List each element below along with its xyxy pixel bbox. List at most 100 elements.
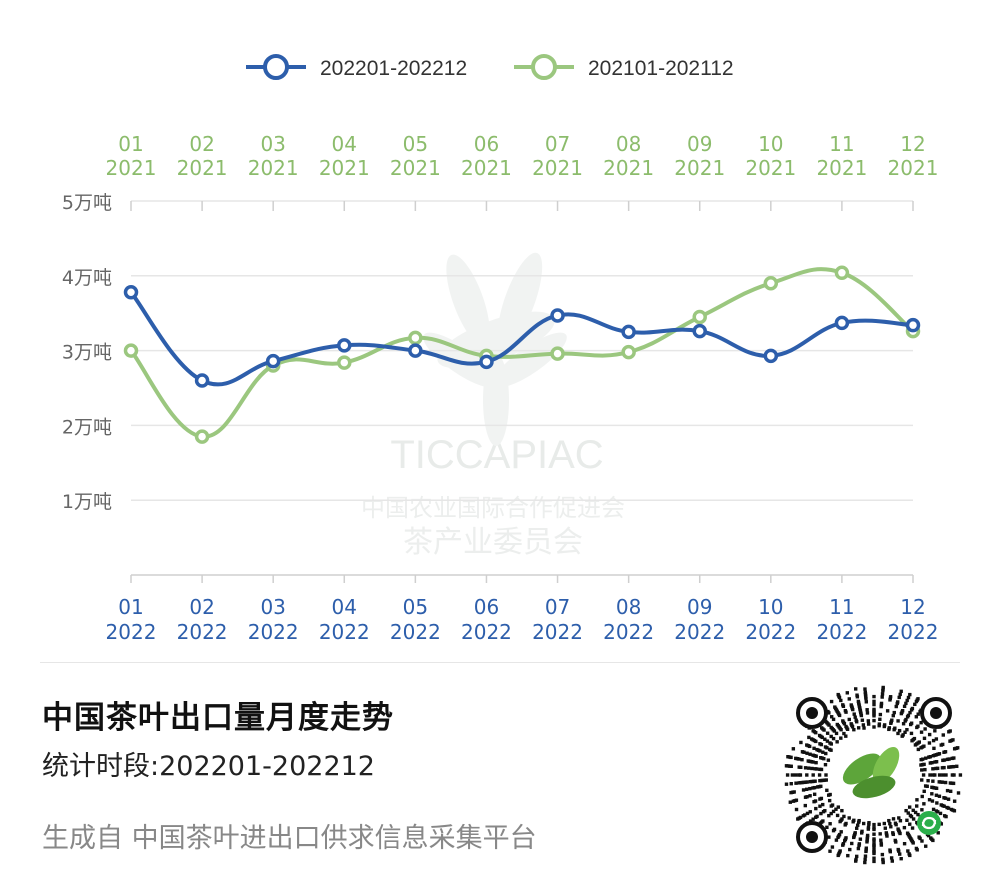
x-top-tick-label-year: 2021 bbox=[674, 156, 725, 180]
qr-dot bbox=[896, 700, 900, 704]
data-point bbox=[337, 338, 352, 353]
mini-program-qr-code[interactable] bbox=[782, 683, 966, 867]
qr-dot bbox=[805, 751, 809, 755]
qr-dot bbox=[908, 692, 912, 697]
qr-dot bbox=[933, 729, 937, 733]
qr-dot bbox=[825, 739, 830, 743]
qr-dot bbox=[818, 797, 822, 801]
qr-dot bbox=[920, 808, 924, 812]
qr-dot bbox=[835, 740, 839, 744]
qr-dot bbox=[856, 820, 861, 824]
qr-dot bbox=[796, 817, 800, 821]
qr-dot bbox=[821, 802, 825, 807]
qr-dot bbox=[922, 736, 927, 741]
qr-dot bbox=[872, 838, 876, 843]
qr-dot bbox=[908, 710, 912, 715]
qr-dot bbox=[839, 698, 843, 703]
qr-dot bbox=[881, 685, 885, 690]
qr-dot bbox=[855, 854, 859, 859]
qr-dot bbox=[928, 773, 932, 777]
qr-dot bbox=[855, 693, 859, 697]
qr-dot bbox=[908, 853, 912, 858]
qr-dot bbox=[904, 808, 908, 813]
qr-dot bbox=[920, 794, 924, 799]
x-tick-label-year: 2022 bbox=[177, 620, 228, 644]
qr-dot bbox=[926, 833, 931, 838]
qr-dot bbox=[885, 834, 889, 838]
x-tick-label-month: 03 bbox=[260, 595, 285, 619]
qr-dot bbox=[872, 851, 876, 856]
qr-dot bbox=[789, 790, 793, 795]
qr-dot bbox=[922, 762, 926, 767]
qr-dot bbox=[861, 821, 866, 826]
qr-dot bbox=[900, 708, 905, 713]
qr-dot bbox=[841, 719, 845, 723]
qr-dot bbox=[845, 691, 850, 695]
qr-dot bbox=[916, 712, 920, 716]
qr-dot bbox=[910, 706, 915, 711]
qr-dot bbox=[941, 773, 945, 777]
line-chart: TICCAPIAC中国农业国际合作促进会茶产业委员会1万吨2万吨3万吨4万吨5万… bbox=[62, 54, 938, 644]
x-tick-label-year: 2022 bbox=[816, 620, 867, 644]
qr-dot bbox=[854, 826, 859, 830]
qr-dot bbox=[799, 740, 803, 745]
qr-dot bbox=[958, 773, 963, 777]
qr-dot bbox=[811, 786, 815, 790]
qr-dot bbox=[919, 720, 923, 725]
mini-program-icon bbox=[917, 811, 941, 835]
x-top-tick-label-year: 2021 bbox=[248, 156, 299, 180]
qr-dot bbox=[824, 773, 828, 777]
qr-dot bbox=[805, 773, 809, 777]
qr-dot bbox=[931, 767, 935, 771]
qr-dot bbox=[951, 764, 956, 769]
qr-dot bbox=[872, 725, 876, 729]
qr-dot bbox=[928, 755, 933, 759]
legend-label: 202201-202212 bbox=[320, 57, 467, 80]
qr-dot bbox=[847, 717, 851, 722]
data-point bbox=[408, 330, 423, 346]
x-top-tick-label-year: 2021 bbox=[461, 156, 512, 180]
qr-dot bbox=[818, 767, 822, 772]
qr-dot bbox=[890, 859, 894, 863]
x-top-tick-label-year: 2021 bbox=[177, 156, 228, 180]
qr-dot bbox=[843, 708, 848, 713]
qr-dot bbox=[880, 852, 885, 857]
qr-dot bbox=[797, 765, 801, 769]
qr-dot bbox=[835, 813, 840, 818]
qr-dot bbox=[855, 823, 860, 827]
qr-dot bbox=[821, 809, 826, 814]
data-point bbox=[123, 343, 139, 358]
x-top-tick-label-month: 04 bbox=[332, 132, 357, 156]
qr-dot bbox=[797, 773, 801, 777]
x-top-tick-label-month: 03 bbox=[260, 132, 285, 156]
qr-dot bbox=[826, 793, 831, 797]
watermark-leaf bbox=[446, 254, 490, 346]
qr-dot bbox=[914, 715, 919, 719]
qr-dot bbox=[903, 730, 907, 734]
qr-dot bbox=[856, 726, 861, 730]
qr-dot bbox=[808, 794, 812, 798]
qr-dot bbox=[891, 832, 895, 837]
qr-dot bbox=[951, 738, 955, 742]
data-point bbox=[834, 265, 850, 281]
x-tick-label-month: 04 bbox=[332, 595, 357, 619]
qr-dot bbox=[879, 843, 884, 847]
qr-dot bbox=[898, 831, 902, 836]
qr-dot bbox=[899, 689, 903, 694]
qr-dot bbox=[866, 719, 871, 723]
qr-dot bbox=[834, 838, 839, 842]
qr-dot bbox=[921, 773, 926, 777]
y-tick-label: 4万吨 bbox=[62, 267, 112, 289]
qr-dot bbox=[860, 718, 865, 722]
qr-dot bbox=[920, 757, 925, 761]
qr-dot bbox=[898, 692, 902, 697]
qr-dot bbox=[894, 822, 898, 827]
qr-dot bbox=[819, 755, 823, 760]
qr-dot bbox=[829, 734, 833, 739]
y-tick-label: 3万吨 bbox=[62, 342, 112, 364]
qr-dot bbox=[829, 715, 834, 719]
x-tick-label-month: 02 bbox=[189, 595, 214, 619]
qr-dot bbox=[951, 781, 956, 786]
qr-dot bbox=[943, 796, 948, 800]
qr-dot bbox=[811, 773, 815, 777]
